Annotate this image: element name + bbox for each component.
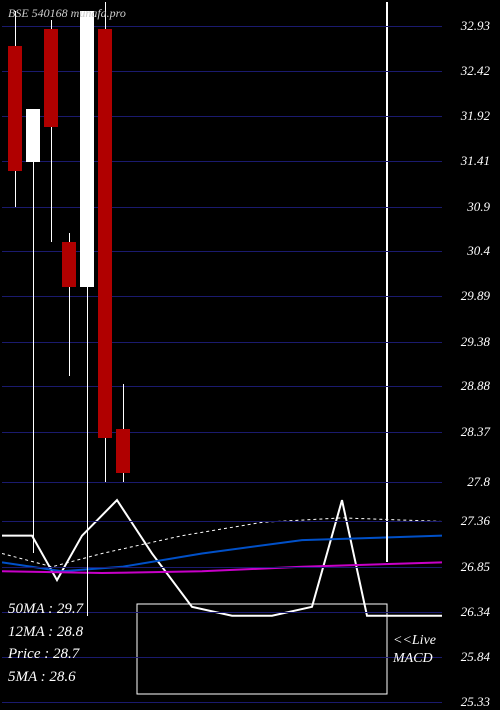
candle-body (8, 46, 22, 171)
selection-box (137, 604, 387, 694)
y-axis-label: 26.85 (461, 559, 490, 575)
gridline (2, 161, 442, 162)
macd-text: MACD (393, 650, 436, 668)
y-axis-label: 30.9 (467, 199, 490, 215)
candle-body (116, 429, 130, 473)
gridline (2, 342, 442, 343)
gridline (2, 521, 442, 522)
info-line: 12MA : 28.8 (8, 621, 83, 644)
y-axis-label: 28.88 (461, 378, 490, 394)
candle-body (62, 242, 76, 286)
info-line: 5MA : 28.6 (8, 666, 83, 689)
y-axis-label: 27.36 (461, 513, 490, 529)
gridline (2, 702, 442, 703)
y-axis-label: 26.34 (461, 604, 490, 620)
gridline (2, 567, 442, 568)
macd-live: <<Live (393, 632, 436, 650)
gridline (2, 207, 442, 208)
gridline (2, 26, 442, 27)
y-axis-label: 31.92 (461, 108, 490, 124)
y-axis: 32.93 32.42 31.92 31.41 30.9 30.4 29.89 29.38 28… (438, 2, 498, 702)
gridline (2, 386, 442, 387)
y-axis-label: 30.4 (467, 243, 490, 259)
y-axis-label: 31.41 (461, 153, 490, 169)
ma-info-box: 50MA : 29.712MA : 28.8Price : 28.75MA : … (8, 598, 83, 688)
candle-body (80, 11, 94, 287)
y-axis-label: 25.84 (461, 649, 490, 665)
gridline (2, 116, 442, 117)
gridline (2, 71, 442, 72)
y-axis-label: 29.89 (461, 288, 490, 304)
y-axis-label: 32.42 (461, 63, 490, 79)
y-axis-label: 29.38 (461, 334, 490, 350)
5ma-line (2, 518, 442, 567)
info-line: 50MA : 29.7 (8, 598, 83, 621)
info-line: Price : 28.7 (8, 643, 83, 666)
gridline (2, 432, 442, 433)
y-axis-label: 27.8 (467, 474, 490, 490)
y-axis-label: 28.37 (461, 424, 490, 440)
chart-title: BSE 540168 munafa.pro (8, 6, 126, 21)
candle-body (44, 29, 58, 127)
y-axis-label: 25.33 (461, 694, 490, 710)
gridline (2, 296, 442, 297)
candle-wick (33, 109, 34, 554)
y-axis-label: 32.93 (461, 18, 490, 34)
candle-body (98, 29, 112, 438)
overlay-svg (2, 2, 442, 702)
candlestick-chart: BSE 540168 munafa.pro 32.93 32.42 31.92 31.… (0, 0, 500, 700)
plot-area (2, 2, 442, 702)
macd-label: <<Live MACD (393, 632, 436, 668)
candle-body (26, 109, 40, 162)
gridline (2, 482, 442, 483)
